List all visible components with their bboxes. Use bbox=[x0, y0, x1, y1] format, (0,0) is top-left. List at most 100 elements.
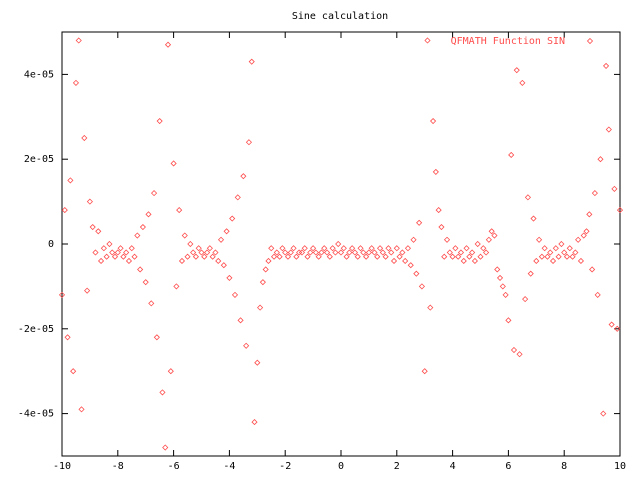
data-point bbox=[524, 194, 531, 201]
data-point bbox=[421, 368, 428, 375]
data-point bbox=[293, 253, 300, 260]
data-point bbox=[321, 245, 328, 252]
data-point bbox=[298, 249, 306, 256]
data-point bbox=[123, 249, 130, 256]
data-point bbox=[156, 117, 163, 125]
data-point bbox=[469, 249, 476, 256]
data-point bbox=[363, 253, 370, 260]
data-point bbox=[594, 291, 601, 298]
data-point bbox=[430, 117, 437, 125]
data-point bbox=[505, 317, 512, 324]
data-point bbox=[597, 156, 604, 163]
data-point bbox=[589, 266, 596, 273]
data-point bbox=[575, 236, 582, 243]
data-point bbox=[463, 245, 470, 252]
data-point bbox=[284, 253, 292, 260]
data-point bbox=[552, 245, 559, 252]
data-point bbox=[209, 253, 216, 260]
data-point bbox=[89, 223, 96, 231]
data-point bbox=[608, 321, 615, 328]
y-tick-label: 0 bbox=[48, 239, 54, 250]
data-point bbox=[142, 279, 149, 286]
data-point bbox=[164, 41, 172, 48]
data-point bbox=[449, 253, 456, 260]
data-point bbox=[61, 207, 68, 214]
data-point bbox=[162, 444, 169, 451]
data-point bbox=[402, 257, 409, 265]
data-point bbox=[455, 253, 462, 260]
data-point bbox=[78, 406, 85, 413]
data-point bbox=[290, 245, 297, 252]
x-tick-label: 6 bbox=[505, 461, 511, 472]
data-point bbox=[178, 257, 186, 265]
data-point bbox=[223, 228, 230, 235]
data-point bbox=[128, 245, 135, 252]
data-point bbox=[424, 37, 431, 44]
data-point bbox=[466, 253, 473, 260]
data-point bbox=[111, 253, 119, 260]
data-point bbox=[616, 207, 624, 214]
data-point bbox=[301, 245, 308, 252]
x-tick-label: 0 bbox=[338, 461, 344, 472]
data-point bbox=[368, 245, 375, 252]
data-point bbox=[407, 262, 414, 269]
data-point bbox=[329, 245, 336, 252]
data-point bbox=[229, 215, 236, 222]
data-point bbox=[176, 207, 183, 214]
data-point bbox=[167, 368, 174, 375]
data-point bbox=[282, 249, 289, 256]
data-point bbox=[480, 245, 487, 252]
data-point bbox=[494, 266, 501, 273]
data-point bbox=[499, 283, 506, 290]
data-point bbox=[605, 126, 612, 133]
data-point bbox=[204, 249, 211, 256]
x-tick-label: -8 bbox=[112, 461, 124, 472]
data-point bbox=[418, 283, 425, 290]
data-point bbox=[586, 211, 593, 218]
data-point bbox=[318, 249, 325, 256]
data-point bbox=[100, 245, 107, 252]
y-tick-label: 4e-05 bbox=[24, 69, 54, 80]
data-point bbox=[354, 253, 361, 260]
data-point bbox=[427, 304, 434, 311]
data-point bbox=[519, 79, 526, 86]
data-point bbox=[611, 185, 618, 192]
data-point bbox=[67, 177, 74, 184]
x-tick-label: 8 bbox=[561, 461, 567, 472]
data-point bbox=[262, 266, 269, 273]
data-point bbox=[566, 245, 573, 252]
data-point bbox=[541, 245, 548, 252]
data-point bbox=[351, 249, 359, 256]
data-point bbox=[365, 249, 372, 256]
legend-label: QFMATH Function SIN bbox=[451, 36, 565, 47]
data-point bbox=[270, 253, 278, 260]
data-point bbox=[86, 198, 93, 205]
y-tick-label: 2e-05 bbox=[24, 154, 54, 165]
data-point bbox=[583, 228, 590, 235]
data-point bbox=[432, 168, 439, 175]
data-point bbox=[181, 232, 188, 239]
x-tick-label: 10 bbox=[614, 461, 626, 472]
data-point bbox=[201, 253, 208, 260]
data-point bbox=[563, 253, 571, 260]
data-point bbox=[279, 245, 286, 252]
data-point bbox=[326, 253, 333, 260]
data-point bbox=[496, 274, 504, 281]
data-point bbox=[488, 228, 495, 235]
data-point bbox=[151, 190, 158, 197]
data-point bbox=[379, 249, 386, 256]
data-point bbox=[522, 296, 529, 303]
data-point bbox=[173, 283, 180, 290]
data-point bbox=[58, 291, 66, 298]
data-point bbox=[544, 253, 551, 260]
data-point bbox=[396, 253, 403, 260]
data-point bbox=[310, 245, 317, 252]
data-point bbox=[376, 245, 384, 252]
chart-title: Sine calculation bbox=[292, 11, 388, 22]
data-point bbox=[217, 236, 225, 243]
data-point bbox=[547, 249, 554, 256]
data-point bbox=[315, 253, 322, 260]
data-point bbox=[438, 223, 445, 231]
